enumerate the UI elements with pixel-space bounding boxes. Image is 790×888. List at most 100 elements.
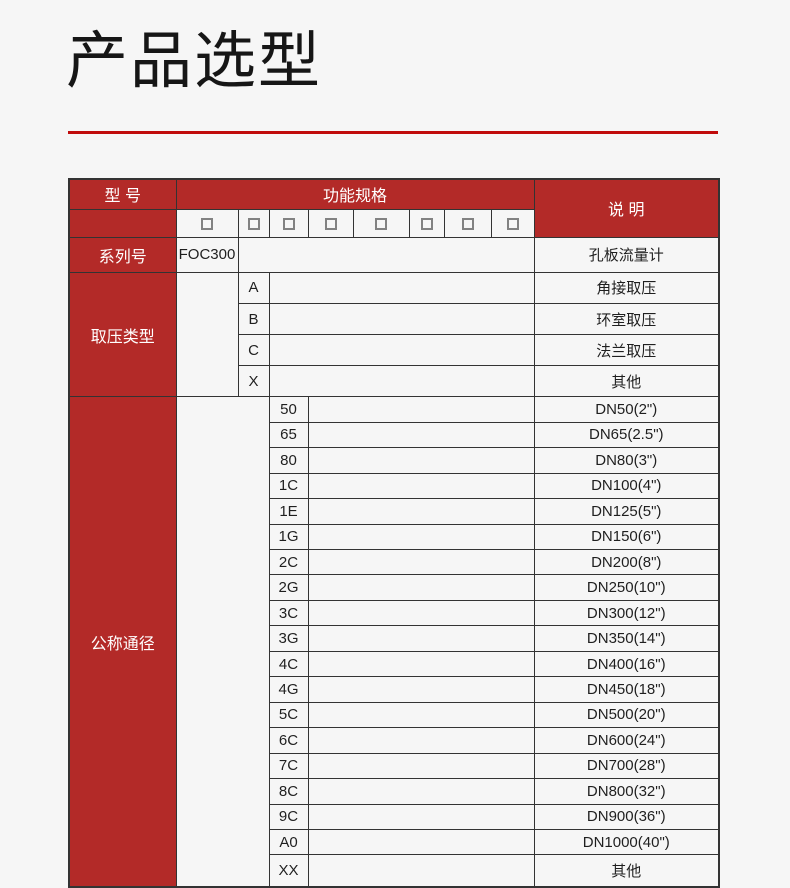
table-header-row: 型 号 功能规格 说 明 <box>68 178 720 238</box>
dia-code-cell: A0 <box>268 828 309 856</box>
dia-code-cell: 9C <box>268 803 309 831</box>
model-header-cell: 型 号 <box>68 178 177 210</box>
empty-cell <box>307 650 535 678</box>
diameter-row: A0 DN1000(40") <box>69 828 720 856</box>
diameter-row: 1E DN125(5") <box>69 498 720 525</box>
empty-cell <box>268 271 535 304</box>
dia-code-cell: 2G <box>268 574 309 601</box>
empty-cell <box>307 574 535 601</box>
dia-code-cell: 65 <box>268 421 309 449</box>
dia-code-cell: 1C <box>268 472 309 500</box>
checkbox-icon <box>201 217 213 230</box>
dia-code-cell: 50 <box>268 396 309 423</box>
pressure-tap-label-cell: 取压类型 <box>68 271 177 398</box>
diameter-row: 5C DN500(20") <box>69 701 720 729</box>
checkbox-cell <box>268 208 309 238</box>
dia-desc-cell: DN150(6") <box>533 523 720 551</box>
diameter-row: 7C DN700(28") <box>69 752 720 780</box>
dia-code-cell: 7C <box>268 752 309 780</box>
dia-desc-cell: DN100(4") <box>533 472 720 500</box>
empty-cell <box>307 803 535 831</box>
desc-header-cell: 说 明 <box>533 178 720 238</box>
tap-desc-cell: 角接取压 <box>533 271 720 304</box>
diameter-row: 9C DN900(36") <box>69 803 720 831</box>
series-row: 系列号 FOC300 孔板流量计 <box>68 236 720 273</box>
empty-cell <box>268 365 535 398</box>
checkbox-icon <box>506 217 519 230</box>
spec-header-cell: 功能规格 <box>175 178 535 210</box>
empty-cell <box>307 752 535 780</box>
empty-cell <box>268 334 535 367</box>
dia-desc-cell: DN125(5") <box>533 498 720 525</box>
diameter-row: 公称通径 50 DN50(2") <box>68 396 720 888</box>
dia-code-cell: XX <box>268 854 309 888</box>
diameter-row: 2C DN200(8") <box>69 549 720 576</box>
diameter-row: 80 DN80(3") <box>69 447 720 474</box>
dia-code-cell: 5C <box>268 701 309 729</box>
empty-cell <box>307 828 535 856</box>
diameter-row: XX 其他 <box>69 854 720 888</box>
diameter-row: 4C DN400(16") <box>69 650 720 678</box>
tap-code-cell: C <box>237 334 270 367</box>
tap-row: X 其他 <box>69 365 720 398</box>
page-title: 产品选型 <box>66 27 323 96</box>
dia-code-cell: 3G <box>268 625 309 652</box>
checkbox-cell <box>352 208 410 238</box>
dia-code-cell: 4C <box>268 650 309 678</box>
dia-desc-cell: 其他 <box>533 854 720 888</box>
dia-code-cell: 1E <box>268 498 309 525</box>
checkbox-cell <box>237 208 270 238</box>
dia-desc-cell: DN900(36") <box>533 803 720 831</box>
diameter-row: 3C DN300(12") <box>69 599 720 627</box>
empty-cell <box>268 302 535 336</box>
checkbox-cell <box>443 208 492 238</box>
checkbox-icon <box>282 217 295 230</box>
tap-desc-cell: 其他 <box>533 365 720 398</box>
checkbox-cell <box>175 208 239 238</box>
dia-desc-cell: DN80(3") <box>533 447 720 474</box>
dia-code-cell: 1G <box>268 523 309 551</box>
dia-desc-cell: DN1000(40") <box>533 828 720 856</box>
dia-code-cell: 8C <box>268 778 309 805</box>
title-underline <box>68 131 718 134</box>
diameter-row: 1C DN100(4") <box>69 472 720 500</box>
dia-desc-cell: DN300(12") <box>533 599 720 627</box>
diameter-label-cell: 公称通径 <box>68 396 177 888</box>
model-header-empty-cell <box>68 208 177 238</box>
empty-cell <box>307 599 535 627</box>
product-selection-table: 型 号 功能规格 说 明 系列号 FOC300 孔板流量计 取压类型 <box>68 178 721 888</box>
dia-desc-cell: DN350(14") <box>533 625 720 652</box>
empty-cell <box>307 498 535 525</box>
checkbox-cell <box>490 208 535 238</box>
dia-desc-cell: DN600(24") <box>533 727 720 754</box>
checkbox-icon <box>375 217 387 230</box>
dia-desc-cell: DN450(18") <box>533 676 720 703</box>
dia-desc-cell: DN400(16") <box>533 650 720 678</box>
tap-row: B 环室取压 <box>69 302 720 336</box>
tap-desc-cell: 法兰取压 <box>533 334 720 367</box>
empty-cell <box>307 472 535 500</box>
dia-code-cell: 4G <box>268 676 309 703</box>
checkbox-cell <box>408 208 445 238</box>
empty-cell <box>307 396 535 423</box>
checkbox-icon <box>247 217 260 230</box>
empty-cell <box>307 854 535 888</box>
dia-code-cell: 6C <box>268 727 309 754</box>
empty-cell <box>175 396 270 888</box>
tap-row: C 法兰取压 <box>69 334 720 367</box>
empty-cell <box>175 271 239 398</box>
empty-cell <box>237 236 535 273</box>
tap-row: 取压类型 A 角接取压 <box>68 271 720 398</box>
dia-code-cell: 3C <box>268 599 309 627</box>
empty-cell <box>307 447 535 474</box>
empty-cell <box>307 625 535 652</box>
dia-code-cell: 80 <box>268 447 309 474</box>
dia-desc-cell: DN65(2.5") <box>533 421 720 449</box>
tap-code-cell: B <box>237 302 270 336</box>
dia-desc-cell: DN50(2") <box>533 396 720 423</box>
checkbox-icon <box>461 217 474 230</box>
series-desc-cell: 孔板流量计 <box>533 236 720 273</box>
series-label-cell: 系列号 <box>68 236 177 273</box>
dia-desc-cell: DN500(20") <box>533 701 720 729</box>
series-code-cell: FOC300 <box>175 236 239 273</box>
